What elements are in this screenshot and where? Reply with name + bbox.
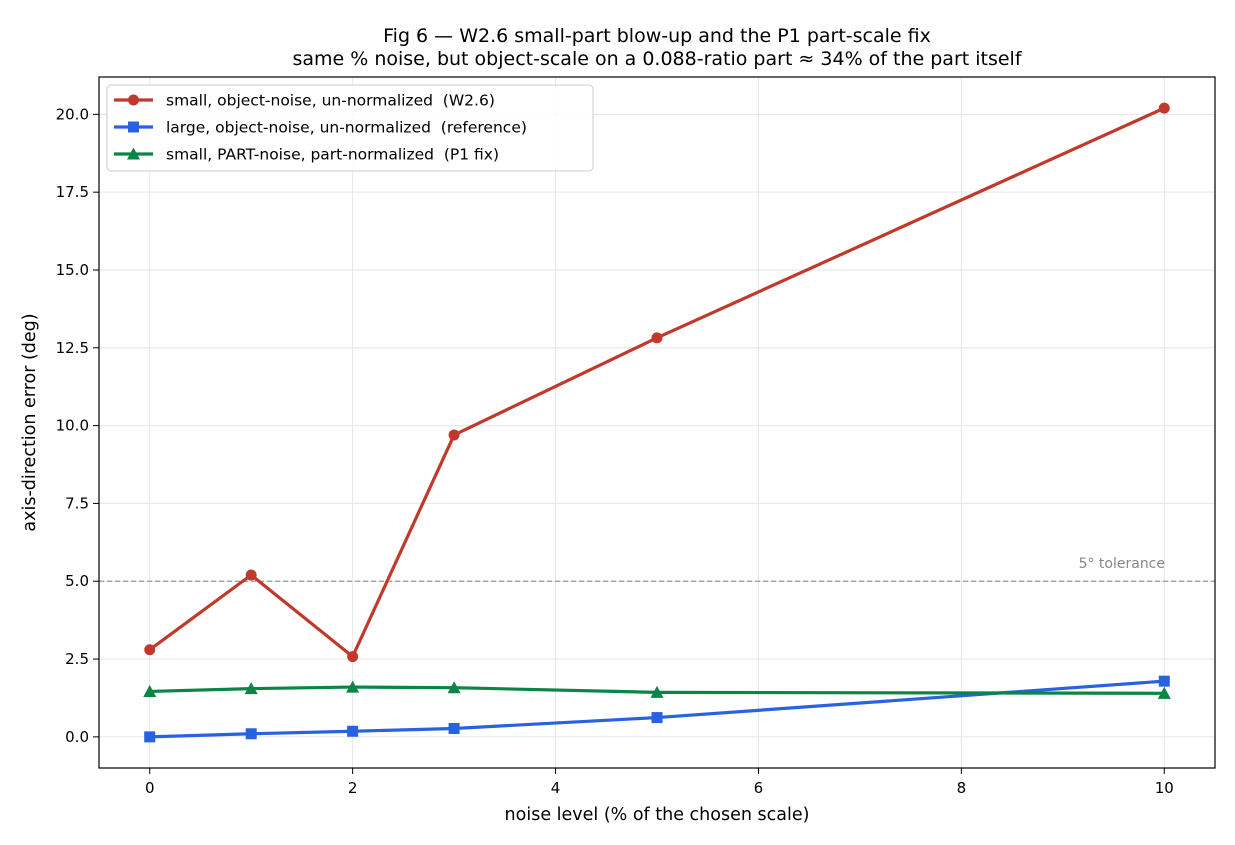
data-point bbox=[448, 429, 460, 441]
series-3 bbox=[143, 680, 1171, 699]
data-point bbox=[143, 684, 157, 697]
series-line bbox=[149, 685, 1165, 695]
y-tick-label: 7.5 bbox=[65, 494, 89, 512]
x-tick-label: 2 bbox=[348, 779, 358, 797]
series-line bbox=[149, 679, 1165, 739]
data-point bbox=[347, 651, 359, 663]
data-point bbox=[347, 725, 359, 737]
data-point bbox=[346, 680, 360, 693]
y-tick-label: 12.5 bbox=[56, 339, 89, 357]
chart-subtitle: same % noise, but object-scale on a 0.08… bbox=[292, 48, 1022, 70]
legend: small, object-noise, un-normalized (W2.6… bbox=[106, 84, 594, 172]
data-point bbox=[245, 728, 257, 740]
x-tick-label: 10 bbox=[1155, 779, 1174, 797]
x-tick-label: 4 bbox=[551, 779, 561, 797]
series-line bbox=[148, 106, 1165, 659]
x-tick-label: 0 bbox=[145, 779, 155, 797]
y-tick-label: 0.0 bbox=[65, 728, 89, 746]
data-point bbox=[127, 147, 140, 160]
legend-item: small, PART-noise, part-normalized (P1 f… bbox=[114, 146, 499, 164]
y-tick-label: 17.5 bbox=[56, 183, 89, 201]
y-tick-label: 5.0 bbox=[65, 572, 89, 590]
data-point bbox=[1158, 675, 1170, 687]
data-point bbox=[447, 681, 461, 694]
legend-item: large, object-noise, un-normalized (refe… bbox=[114, 119, 527, 137]
data-point bbox=[448, 722, 460, 734]
x-tick-label: 8 bbox=[957, 779, 967, 797]
tolerance-label: 5° tolerance bbox=[1079, 556, 1165, 572]
data-point bbox=[144, 644, 156, 656]
data-point bbox=[244, 682, 258, 695]
x-axis-ticks: 0 2 4 6 8 10 bbox=[145, 768, 1174, 797]
data-point bbox=[650, 685, 664, 698]
y-tick-label: 10.0 bbox=[56, 417, 89, 435]
data-point bbox=[1158, 102, 1170, 114]
x-axis-label: noise level (% of the chosen scale) bbox=[505, 805, 810, 825]
y-tick-label: 2.5 bbox=[65, 650, 89, 668]
data-point bbox=[245, 569, 257, 581]
plot-frame bbox=[98, 76, 1216, 769]
data-point bbox=[651, 332, 663, 344]
y-axis-label: axis-direction error (deg) bbox=[20, 313, 40, 531]
data-point bbox=[144, 731, 156, 743]
x-tick-label: 6 bbox=[754, 779, 764, 797]
legend-label: large, object-noise, un-normalized (refe… bbox=[166, 119, 527, 137]
chart-title: Fig 6 — W2.6 small-part blow-up and the … bbox=[383, 25, 931, 47]
data-point bbox=[128, 94, 139, 106]
legend-item: small, object-noise, un-normalized (W2.6… bbox=[114, 92, 495, 110]
series-2 bbox=[144, 675, 1170, 743]
y-tick-label: 20.0 bbox=[56, 105, 89, 123]
data-point bbox=[128, 121, 139, 133]
y-tick-label: 15.0 bbox=[56, 261, 89, 279]
legend-box bbox=[106, 84, 594, 172]
data-point bbox=[1157, 686, 1171, 699]
legend-label: small, object-noise, un-normalized (W2.6… bbox=[166, 92, 495, 110]
data-point bbox=[651, 712, 663, 724]
data-series bbox=[143, 102, 1171, 743]
y-axis-ticks: 0.0 2.5 5.0 7.5 10.0 12.5 15.0 17.5 20.0 bbox=[56, 105, 99, 746]
reference-lines: 5° tolerance bbox=[99, 556, 1215, 582]
legend-label: small, PART-noise, part-normalized (P1 f… bbox=[166, 146, 499, 164]
series-1 bbox=[144, 102, 1170, 663]
